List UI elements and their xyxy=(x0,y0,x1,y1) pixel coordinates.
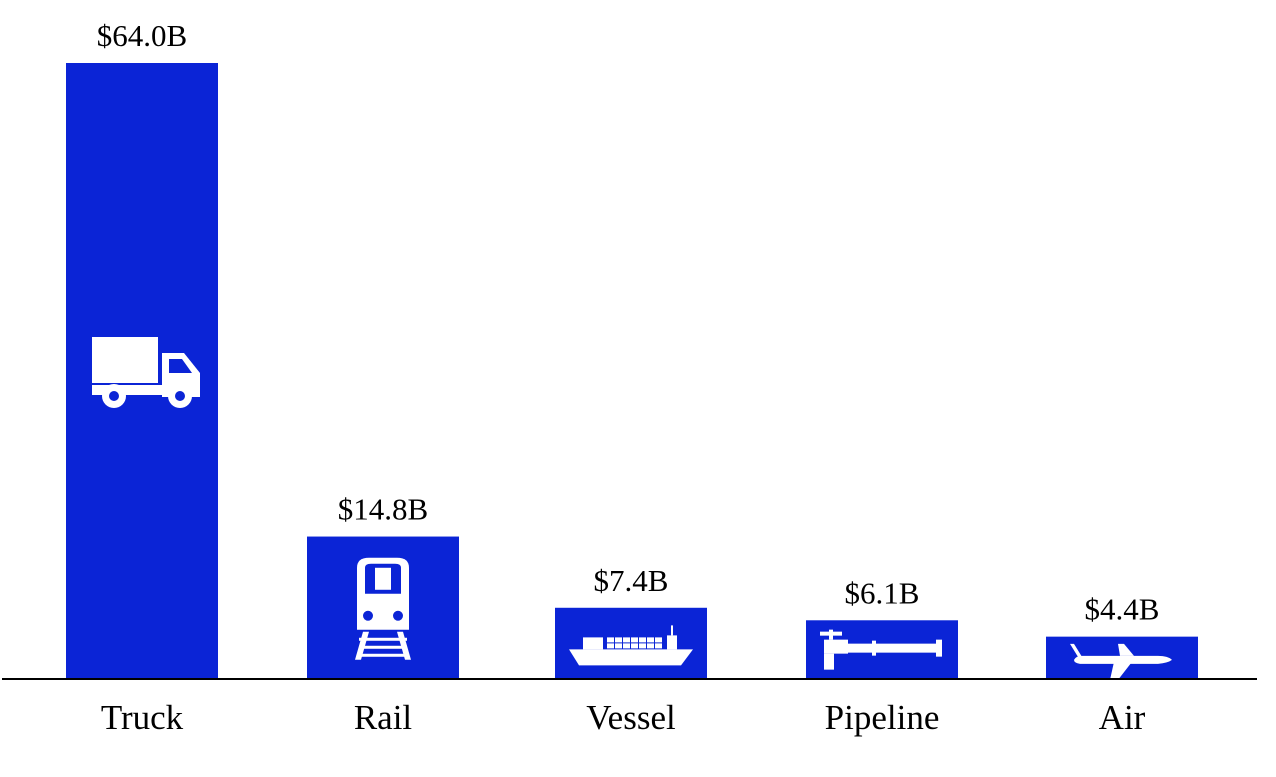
pipeline-icon xyxy=(820,629,942,670)
value-label-pipeline: $6.1B xyxy=(845,575,920,610)
value-label-truck: $64.0B xyxy=(97,18,187,53)
category-label-rail: Rail xyxy=(354,698,413,737)
category-label-truck: Truck xyxy=(101,698,184,737)
category-label-vessel: Vessel xyxy=(586,698,676,737)
truck-icon xyxy=(92,337,200,408)
airplane-icon xyxy=(1070,643,1172,680)
ship-icon xyxy=(569,625,693,666)
category-label-air: Air xyxy=(1099,698,1146,737)
value-label-vessel: $7.4B xyxy=(594,563,669,598)
value-label-rail: $14.8B xyxy=(338,492,428,527)
category-labels-group: Truck Rail Vessel Pipeline Air xyxy=(101,698,1146,737)
category-label-pipeline: Pipeline xyxy=(825,698,940,737)
train-icon xyxy=(355,557,411,660)
value-label-air: $4.4B xyxy=(1085,592,1160,627)
icons-group xyxy=(92,337,1172,680)
value-labels-group: $64.0B $14.8B $7.4B $6.1B $4.4B xyxy=(97,18,1160,627)
